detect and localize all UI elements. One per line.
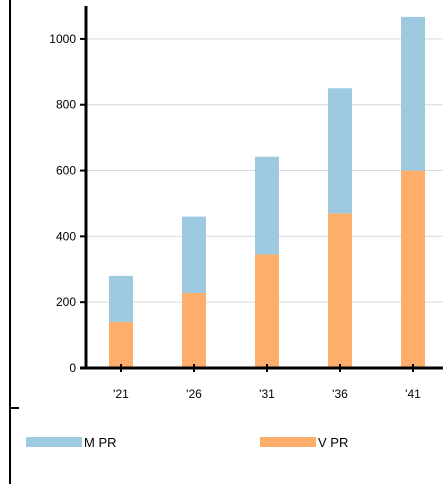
- bar-m-pr: [109, 275, 133, 322]
- y-tick-label: 200: [56, 295, 76, 309]
- bar-m-pr: [401, 16, 425, 171]
- y-tick-label: 1000: [49, 32, 76, 46]
- bar-v-pr: [328, 213, 352, 368]
- x-tick-label: '41: [405, 387, 421, 401]
- legend: M PR V PR: [0, 408, 443, 484]
- legend-item-v-pr: V PR: [260, 434, 348, 450]
- bar-m-pr: [182, 216, 206, 293]
- legend-item-m-pr: M PR: [26, 434, 117, 450]
- x-tick-label: '26: [186, 387, 202, 401]
- tick-labels: 0 200 400 600 800 1000 '21 '26 '31 '36 '41: [49, 32, 421, 401]
- x-tick-label: '21: [113, 387, 129, 401]
- bar-m-pr: [328, 88, 352, 214]
- y-tick-label: 800: [56, 98, 76, 112]
- y-tick-label: 400: [56, 229, 76, 243]
- bar-v-pr: [182, 292, 206, 368]
- bar-v-pr: [401, 170, 425, 368]
- legend-swatch-v-pr: [260, 437, 316, 447]
- bar-m-pr: [255, 156, 279, 255]
- bar-v-pr: [109, 321, 133, 368]
- y-tick-label: 600: [56, 164, 76, 178]
- bar-v-pr: [255, 254, 279, 368]
- legend-label-v-pr: V PR: [318, 434, 349, 450]
- x-tick-label: '36: [332, 387, 348, 401]
- bar-chart: 0 200 400 600 800 1000 '21 '26 '31 '36 '41: [49, 6, 443, 401]
- axes: [80, 6, 443, 370]
- left-border-line: [9, 0, 11, 484]
- y-tick-label: 0: [69, 361, 76, 375]
- x-tick-label: '31: [259, 387, 275, 401]
- legend-label-m-pr: M PR: [84, 434, 117, 450]
- bars: [109, 16, 425, 368]
- separator-tick: [9, 407, 19, 409]
- legend-swatch-m-pr: [26, 437, 82, 447]
